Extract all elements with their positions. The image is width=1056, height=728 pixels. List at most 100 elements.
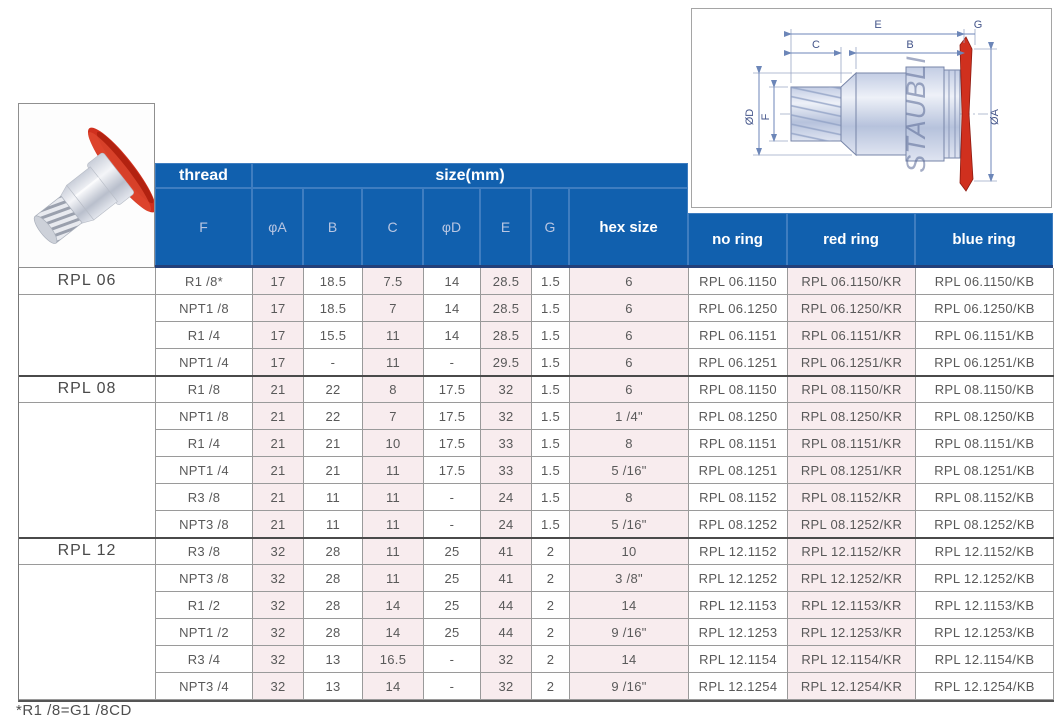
dim-e-cell: 28.5	[481, 295, 532, 322]
dim-b-cell: 28	[304, 538, 363, 565]
group-separator	[19, 375, 1054, 377]
dim-phi-a-cell: 32	[253, 619, 304, 646]
hex-size-cell: 5 /16"	[570, 511, 689, 538]
thread-cell: NPT1 /8	[156, 295, 253, 322]
dim-b-cell: -	[304, 349, 363, 376]
header-col-f: F	[155, 188, 252, 266]
dim-phi-a-cell: 21	[253, 511, 304, 538]
part-blue-ring-cell: RPL 06.1150/KB	[916, 268, 1054, 295]
part-no-ring-cell: RPL 08.1252	[689, 511, 788, 538]
part-red-ring-cell: RPL 08.1251/KR	[788, 457, 916, 484]
group-label: RPL 06	[19, 268, 156, 295]
hex-size-cell: 8	[570, 484, 689, 511]
dim-phi-a-cell: 21	[253, 430, 304, 457]
header-col-c: C	[362, 188, 423, 266]
dim-phi-a-cell: 32	[253, 592, 304, 619]
dim-phi-d-cell: 17.5	[424, 430, 481, 457]
dim-phi-a-cell: 21	[253, 403, 304, 430]
hex-size-cell: 14	[570, 592, 689, 619]
dim-c-cell: 11	[363, 457, 424, 484]
part-blue-ring-cell: RPL 06.1250/KB	[916, 295, 1054, 322]
part-red-ring-cell: RPL 08.1151/KR	[788, 430, 916, 457]
dim-b-cell: 28	[304, 592, 363, 619]
product-photo-box	[18, 103, 155, 268]
hex-size-cell: 6	[570, 376, 689, 403]
hex-size-cell: 8	[570, 430, 689, 457]
dim-g-cell: 1.5	[532, 376, 570, 403]
dim-phi-d-cell: 25	[424, 619, 481, 646]
header-col-hex-size: hex size	[569, 188, 688, 266]
thread-cell: R3 /8	[156, 538, 253, 565]
part-red-ring-cell: RPL 06.1250/KR	[788, 295, 916, 322]
dim-g-cell: 2	[532, 538, 570, 565]
part-red-ring-cell: RPL 08.1152/KR	[788, 484, 916, 511]
thread-cell: NPT3 /8	[156, 565, 253, 592]
group-separator	[19, 537, 1054, 539]
part-no-ring-cell: RPL 08.1152	[689, 484, 788, 511]
dim-b-cell: 15.5	[304, 322, 363, 349]
part-no-ring-cell: RPL 12.1252	[689, 565, 788, 592]
part-blue-ring-cell: RPL 06.1251/KB	[916, 349, 1054, 376]
header-size-mm: size(mm)	[252, 163, 688, 188]
dim-e-cell: 29.5	[481, 349, 532, 376]
group-spacer	[19, 403, 156, 538]
dim-e-cell: 33	[481, 457, 532, 484]
thread-cell: R1 /4	[156, 430, 253, 457]
thread-cell: R1 /2	[156, 592, 253, 619]
dim-g-cell: 1.5	[532, 268, 570, 295]
dim-label-f: F	[760, 113, 772, 120]
dim-b-cell: 28	[304, 619, 363, 646]
header-col-phi-a: φA	[252, 188, 303, 266]
dim-g-cell: 1.5	[532, 430, 570, 457]
dim-phi-a-cell: 21	[253, 376, 304, 403]
dim-phi-d-cell: -	[424, 349, 481, 376]
part-blue-ring-cell: RPL 08.1251/KB	[916, 457, 1054, 484]
part-blue-ring-cell: RPL 12.1153/KB	[916, 592, 1054, 619]
thread-cell: NPT1 /4	[156, 457, 253, 484]
dim-c-cell: 14	[363, 592, 424, 619]
part-red-ring-cell: RPL 08.1250/KR	[788, 403, 916, 430]
dim-g-cell: 1.5	[532, 484, 570, 511]
dim-c-cell: 11	[363, 565, 424, 592]
part-blue-ring-cell: RPL 08.1151/KB	[916, 430, 1054, 457]
dim-b-cell: 28	[304, 565, 363, 592]
thread-cell: NPT1 /4	[156, 349, 253, 376]
part-red-ring-cell: RPL 06.1150/KR	[788, 268, 916, 295]
part-blue-ring-cell: RPL 12.1253/KB	[916, 619, 1054, 646]
dim-e-cell: 28.5	[481, 322, 532, 349]
dim-g-cell: 1.5	[532, 511, 570, 538]
part-no-ring-cell: RPL 12.1254	[689, 673, 788, 700]
dim-phi-d-cell: 14	[424, 268, 481, 295]
dim-g-cell: 1.5	[532, 322, 570, 349]
group-label: RPL 12	[19, 538, 156, 565]
dim-phi-a-cell: 17	[253, 322, 304, 349]
technical-drawing: STAUBLI E	[744, 19, 1001, 192]
part-blue-ring-cell: RPL 12.1152/KB	[916, 538, 1054, 565]
part-blue-ring-cell: RPL 12.1254/KB	[916, 673, 1054, 700]
dim-e-cell: 44	[481, 592, 532, 619]
dim-g-cell: 2	[532, 646, 570, 673]
header-thread: thread	[155, 163, 252, 188]
dim-phi-d-cell: -	[424, 484, 481, 511]
dim-c-cell: 11	[363, 538, 424, 565]
dim-phi-d-cell: 25	[424, 538, 481, 565]
dim-phi-a-cell: 17	[253, 268, 304, 295]
dim-phi-a-cell: 32	[253, 538, 304, 565]
thread-cell: NPT1 /2	[156, 619, 253, 646]
thread-cell: R3 /8	[156, 484, 253, 511]
part-red-ring-cell: RPL 06.1151/KR	[788, 322, 916, 349]
part-no-ring-cell: RPL 08.1250	[689, 403, 788, 430]
dim-e-cell: 32	[481, 403, 532, 430]
header-col-g: G	[531, 188, 569, 266]
dim-label-g: G	[974, 19, 983, 31]
dim-c-cell: 10	[363, 430, 424, 457]
dim-g-cell: 2	[532, 592, 570, 619]
hex-size-cell: 9 /16"	[570, 619, 689, 646]
dim-e-cell: 32	[481, 376, 532, 403]
dim-b-cell: 21	[304, 430, 363, 457]
dim-b-cell: 13	[304, 673, 363, 700]
dim-label-e: E	[874, 19, 881, 31]
part-blue-ring-cell: RPL 08.1152/KB	[916, 484, 1054, 511]
hex-size-cell: 6	[570, 295, 689, 322]
